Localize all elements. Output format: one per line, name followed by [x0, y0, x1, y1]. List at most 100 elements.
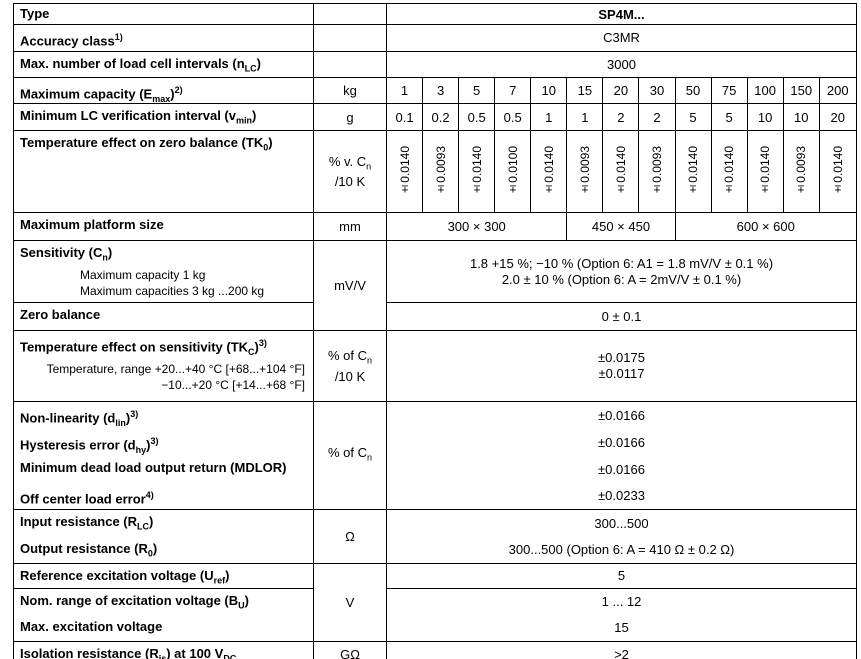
table-row: Sensitivity (Cn) Maximum capacity 1 kg Max…: [14, 241, 857, 331]
table-row: Reference excitation voltage (Uref) Nom. …: [14, 564, 857, 642]
value: 0.5: [467, 109, 486, 125]
label-item: Output resistance (R0): [14, 537, 313, 563]
label: Minimum LC verification interval (vmin): [20, 107, 307, 130]
value-item: ±0.0166: [387, 456, 856, 483]
unit-cell: [314, 25, 387, 52]
label-cell: Maximum capacity (Emax)2): [14, 78, 314, 104]
value-cell: ±0.0093: [784, 131, 820, 212]
value-cell: 0.2: [423, 104, 460, 130]
text-t: /10 K: [334, 368, 366, 384]
header-label: Type: [20, 6, 50, 21]
value-cell: 20: [820, 104, 856, 130]
value: 200: [826, 83, 849, 98]
label: Hysteresis error (dhy)3): [20, 432, 307, 459]
value-line: >2: [614, 646, 629, 659]
label-item: Nom. range of excitation voltage (BU): [14, 589, 313, 615]
value: ±0.0140: [613, 146, 628, 197]
label-item: Maximum platform size: [14, 213, 313, 240]
label: Maximum capacity (Emax)2): [20, 81, 307, 108]
label-cell: Temperature effect on sensitivity (TKC)3…: [14, 331, 314, 402]
table-row: Temperature effect on sensitivity (TKC)3…: [14, 331, 857, 402]
text-sub: DC: [223, 653, 237, 659]
unit-cell: mV/V: [314, 241, 387, 331]
value-cell: C3MR: [387, 25, 857, 52]
value-cell: ±0.0093: [423, 131, 460, 212]
label-item: Non-linearity (dlin)3): [14, 402, 313, 429]
text-t: Isolation resistance (R: [20, 646, 159, 659]
value-item: 0.1 0.2 0.5 0.5 1 1 2 2 5 5 10 10 20: [387, 104, 856, 130]
label-cell: Max. number of load cell intervals (nLC): [14, 52, 314, 78]
unit-line: g: [346, 110, 353, 125]
value: 15: [577, 83, 593, 98]
label-item: Minimum LC verification interval (vmin): [14, 104, 313, 130]
value: 20: [830, 109, 846, 125]
table-row: Temperature effect on zero balance (TK0)…: [14, 131, 857, 213]
value-item: 1 ... 12: [387, 589, 856, 615]
label: Maximum platform size: [20, 216, 307, 234]
value: 10: [793, 109, 809, 125]
value: 450 × 450: [591, 219, 651, 234]
value-cell: 1: [567, 104, 604, 130]
text-sup: 3): [130, 409, 139, 419]
text-sup: 3): [258, 338, 267, 348]
value: ±0.0140: [397, 146, 412, 197]
text-sub: U: [238, 600, 245, 611]
value-item: ±0.0233: [387, 483, 856, 509]
text-t: Maximum platform size: [20, 217, 164, 232]
value: 0.5: [503, 109, 522, 125]
value-line: ±0.0166: [598, 434, 645, 450]
value-cell: 1.8 +15 %; −10 % (Option 6: A1 = 1.8 mV/…: [387, 241, 857, 331]
value-cell: ±0.0140: [820, 131, 856, 212]
value-item: 5: [387, 564, 856, 589]
label: Isolation resistance (Ris) at 100 VDC: [20, 645, 307, 659]
value-cell: ±0.0140: [387, 131, 424, 212]
value-cell: 15: [567, 78, 604, 103]
text-t: % v. C: [328, 153, 367, 169]
text-t: Minimum LC verification interval (v: [20, 108, 236, 123]
value-cell: ±0.0100: [495, 131, 532, 212]
label: Off center load error4): [20, 486, 307, 508]
label-cell: Accuracy class1): [14, 25, 314, 52]
value-span: 300 × 300: [387, 213, 568, 240]
text-t: ): [107, 245, 113, 260]
label: Zero balance: [20, 306, 307, 324]
text-t: % of C: [327, 445, 367, 461]
value-cell: 7: [495, 78, 532, 103]
text-t: ): [149, 514, 154, 529]
unit-cell: % of Cn: [314, 402, 387, 510]
value: 1: [581, 109, 589, 125]
text-t: Minimum dead load output return (MDLOR): [20, 460, 287, 475]
label-cell: Minimum LC verification interval (vmin): [14, 104, 314, 131]
label: Input resistance (RLC): [20, 513, 307, 536]
text-t: Maximum capacity (E: [20, 86, 153, 102]
value: ±0.0140: [758, 146, 773, 197]
label-detail: Maximum capacity 1 kg: [80, 267, 206, 282]
text-t: mV/V: [334, 278, 366, 293]
value-line: 300...500: [594, 515, 649, 531]
label-item: Accuracy class1): [14, 25, 313, 51]
value-cell: 2: [603, 104, 640, 130]
label-cell: Maximum platform size: [14, 213, 314, 241]
value-cell: >2: [387, 642, 857, 659]
text-sup: 3): [150, 436, 159, 446]
text-sub: lin: [115, 417, 126, 428]
value-cell: 300 × 300 450 × 450 600 × 600: [387, 213, 857, 241]
value-grid: 300 × 300 450 × 450 600 × 600: [387, 213, 856, 240]
value-line: 5: [617, 568, 626, 583]
text-sub: 0: [147, 548, 153, 559]
text-sup: 4): [145, 490, 154, 500]
label-item: Max. excitation voltage: [14, 615, 313, 641]
value: ±0.0093: [577, 146, 592, 197]
label-item: Sensitivity (Cn) Maximum capacity 1 kg Max…: [14, 241, 313, 303]
value-line: 300...500 (Option 6: A = 410 Ω ± 0.2 Ω): [508, 542, 735, 557]
unit-cell: [314, 52, 387, 78]
text-sub: hy: [135, 444, 147, 455]
value: 2: [653, 109, 661, 125]
value-item: 3000: [387, 52, 856, 77]
value-cell: ±0.0140: [531, 131, 568, 212]
value: ±0.0140: [722, 146, 737, 197]
value: 30: [649, 83, 665, 98]
value-item: ±0.0140 ±0.0093 ±0.0140 ±0.0100 ±0.0140 ±0.00…: [387, 131, 856, 212]
value-line: 15: [614, 620, 629, 635]
